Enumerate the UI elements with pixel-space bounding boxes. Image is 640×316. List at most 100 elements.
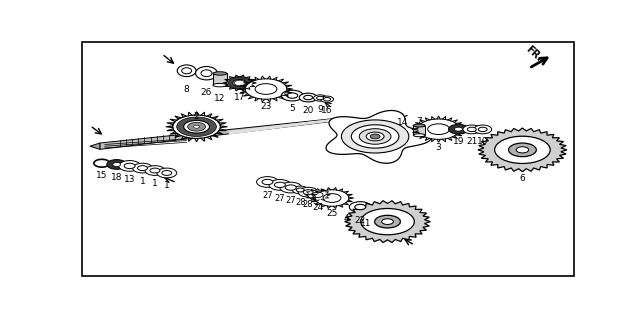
Ellipse shape (413, 134, 425, 137)
Circle shape (145, 166, 165, 175)
Circle shape (321, 96, 333, 102)
Circle shape (300, 93, 317, 102)
Text: 18: 18 (111, 173, 122, 182)
Text: 24: 24 (312, 203, 323, 212)
Circle shape (418, 119, 460, 139)
Circle shape (341, 120, 409, 153)
Text: 26: 26 (201, 88, 212, 97)
Circle shape (463, 125, 481, 134)
Circle shape (255, 84, 277, 94)
Ellipse shape (413, 124, 425, 127)
Polygon shape (100, 118, 338, 149)
Text: 28: 28 (303, 200, 314, 210)
Circle shape (308, 190, 328, 200)
Circle shape (374, 215, 401, 228)
Circle shape (324, 98, 330, 101)
Ellipse shape (177, 65, 196, 76)
Text: 25: 25 (326, 210, 338, 218)
Circle shape (285, 185, 296, 190)
Text: 19: 19 (452, 137, 464, 146)
Circle shape (245, 79, 287, 99)
Circle shape (184, 120, 209, 133)
Circle shape (257, 177, 278, 187)
Circle shape (282, 90, 303, 101)
Polygon shape (326, 111, 431, 163)
Bar (413, 125, 425, 135)
Ellipse shape (196, 66, 218, 80)
Text: 15: 15 (96, 171, 108, 179)
Circle shape (188, 122, 205, 131)
Text: 28: 28 (295, 198, 305, 207)
Circle shape (361, 209, 414, 235)
Circle shape (227, 76, 253, 89)
Circle shape (157, 168, 177, 178)
Ellipse shape (182, 68, 191, 74)
Circle shape (162, 171, 172, 175)
Circle shape (275, 182, 285, 188)
Text: 20: 20 (303, 106, 314, 115)
Circle shape (287, 93, 298, 98)
Ellipse shape (201, 70, 212, 76)
Polygon shape (478, 128, 567, 172)
Circle shape (107, 160, 127, 169)
Circle shape (349, 202, 371, 212)
Text: 22: 22 (355, 216, 366, 225)
Circle shape (298, 187, 318, 197)
Circle shape (381, 219, 394, 224)
Circle shape (234, 80, 245, 86)
Ellipse shape (213, 72, 227, 75)
Text: 10: 10 (477, 137, 488, 146)
Circle shape (132, 163, 152, 173)
Circle shape (138, 166, 147, 171)
Circle shape (150, 168, 160, 173)
Circle shape (124, 163, 135, 168)
Text: 1: 1 (164, 181, 170, 191)
Circle shape (317, 96, 324, 100)
Text: 27: 27 (275, 194, 285, 203)
Text: 21: 21 (466, 137, 477, 146)
Circle shape (312, 192, 323, 198)
Polygon shape (90, 143, 100, 149)
Circle shape (113, 162, 121, 167)
Circle shape (516, 147, 529, 153)
Circle shape (323, 194, 341, 203)
Text: 16: 16 (321, 106, 333, 115)
Text: 1: 1 (152, 179, 158, 188)
Circle shape (303, 190, 313, 195)
Circle shape (193, 125, 200, 128)
Text: 6: 6 (520, 174, 525, 183)
Circle shape (314, 95, 326, 101)
Text: 4: 4 (344, 214, 349, 223)
Text: 5: 5 (289, 104, 295, 113)
Text: 27: 27 (262, 191, 273, 200)
Circle shape (118, 161, 141, 171)
Circle shape (228, 77, 251, 88)
Circle shape (509, 143, 536, 157)
Text: 1: 1 (140, 177, 145, 185)
Circle shape (233, 80, 246, 86)
Circle shape (355, 204, 365, 210)
Circle shape (474, 125, 492, 134)
Text: 8: 8 (184, 85, 189, 94)
Text: 27: 27 (285, 196, 296, 205)
Text: 23: 23 (260, 102, 272, 112)
Circle shape (296, 188, 304, 192)
Text: FR.: FR. (524, 44, 544, 64)
Circle shape (370, 134, 380, 139)
Text: 13: 13 (124, 175, 135, 184)
Text: 7: 7 (417, 117, 422, 126)
Circle shape (366, 132, 384, 141)
Circle shape (177, 117, 216, 137)
Circle shape (173, 115, 220, 138)
Circle shape (495, 136, 550, 163)
Circle shape (262, 179, 273, 185)
Circle shape (304, 95, 312, 100)
Circle shape (449, 124, 468, 134)
Circle shape (454, 127, 463, 131)
Circle shape (428, 124, 449, 135)
Bar (213, 73, 227, 85)
Text: 9: 9 (317, 105, 323, 113)
Text: 2: 2 (194, 112, 200, 121)
Circle shape (351, 125, 399, 148)
Text: 12: 12 (214, 94, 225, 103)
